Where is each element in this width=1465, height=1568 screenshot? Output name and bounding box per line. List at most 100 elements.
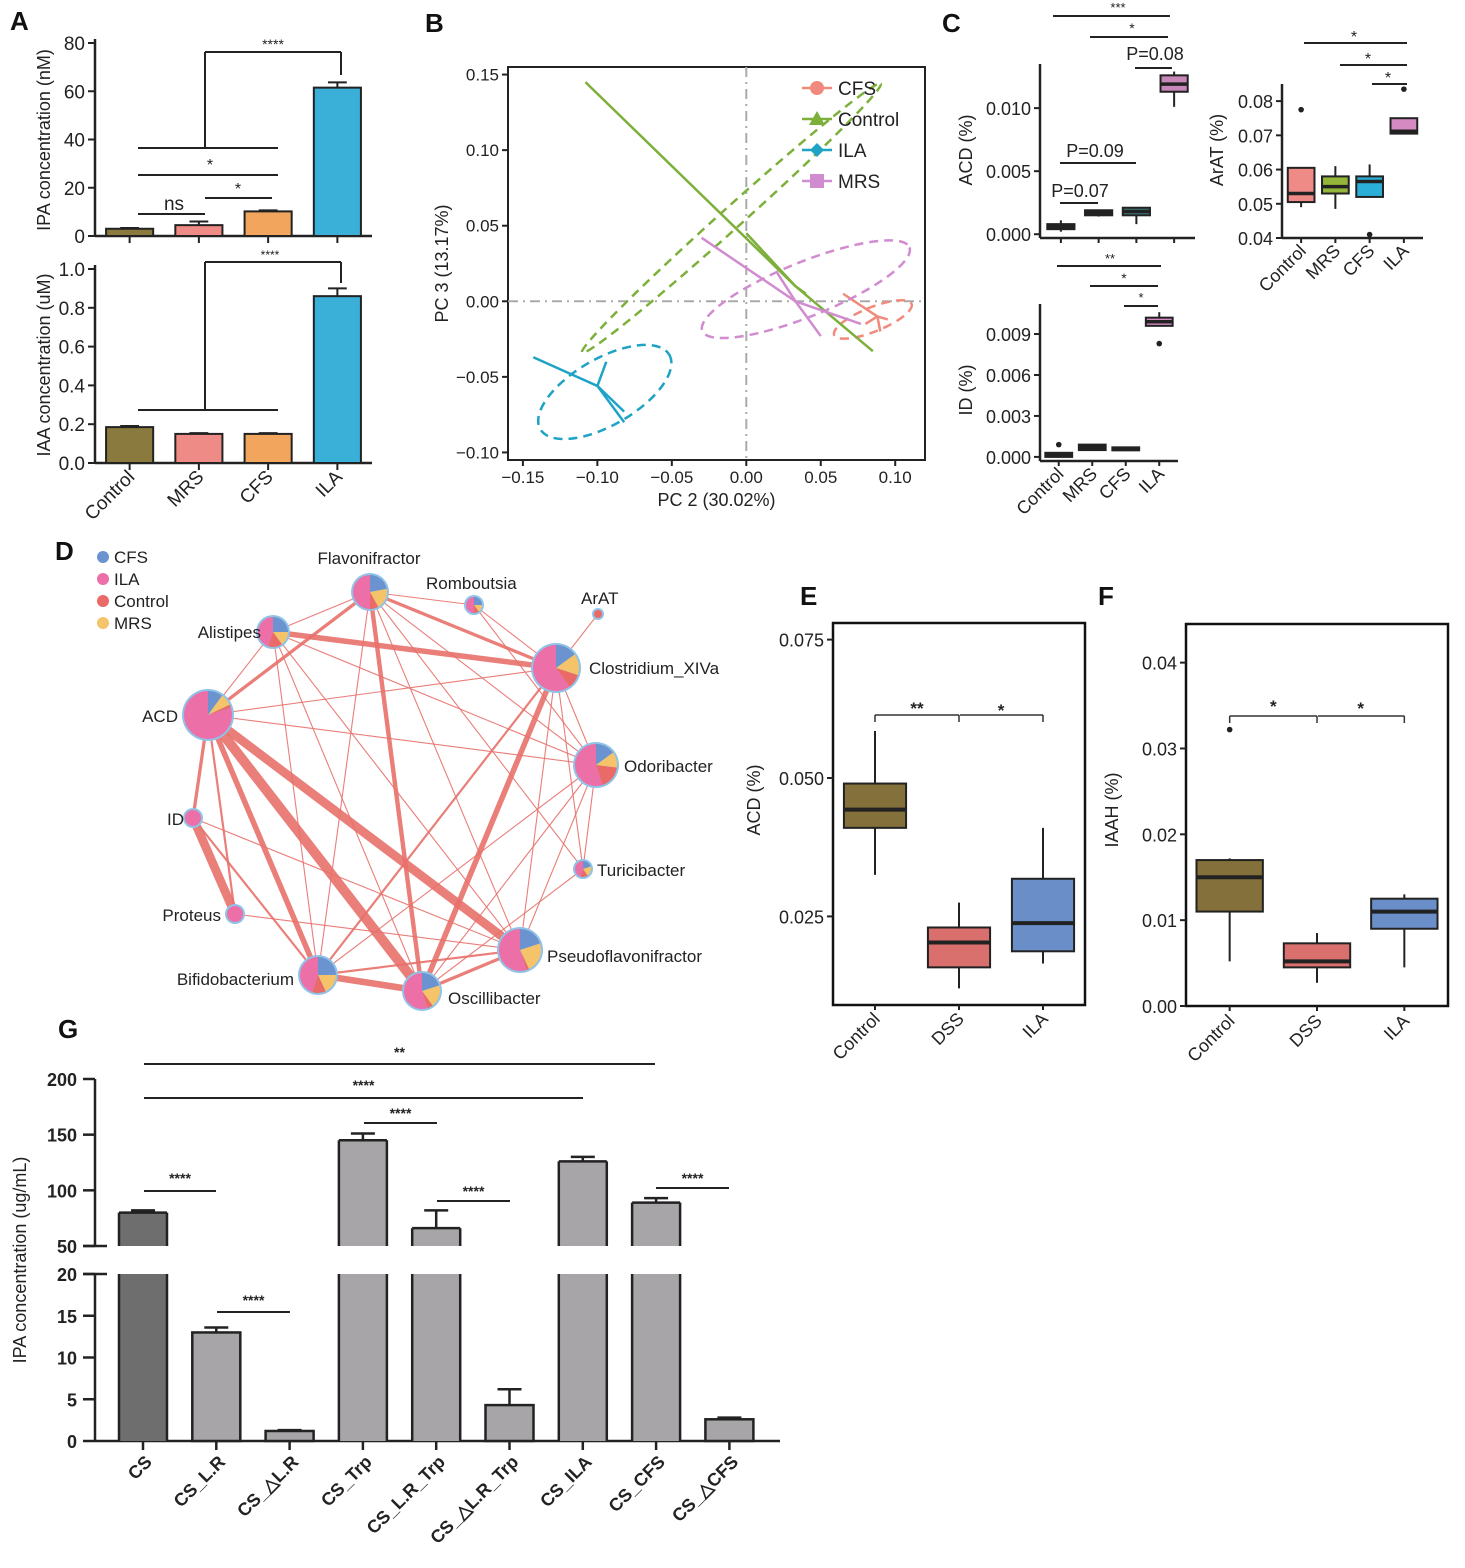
x-tick-label: −0.15 <box>501 468 544 487</box>
network-edge <box>207 590 371 717</box>
spider-line-control <box>794 285 874 353</box>
y-tick-label: 0.025 <box>779 907 824 927</box>
pie-slice <box>318 975 336 992</box>
legend-marker-square <box>810 174 824 188</box>
y-tick-label: 0.6 <box>59 338 85 359</box>
pie-slice <box>273 617 288 632</box>
network-edge <box>317 764 597 976</box>
x-tick-label: MRS <box>1302 241 1344 283</box>
pie-slice <box>520 929 540 950</box>
node-label: Proteus <box>162 906 221 925</box>
x-tick-label: CS_Trp <box>317 1452 376 1511</box>
y-tick-label: 0.04 <box>1142 654 1177 674</box>
y-tick-label: 80 <box>64 34 85 55</box>
network-edge <box>519 764 597 951</box>
box-dss <box>1282 942 1352 969</box>
node-label: Flavonifractor <box>318 549 421 568</box>
y-tick-label: 0.003 <box>986 407 1031 427</box>
network-edge <box>204 711 426 995</box>
pie-slice <box>227 906 243 922</box>
y-tick-label: 0.15 <box>466 66 499 85</box>
pie-slice <box>299 957 318 993</box>
pie-slice <box>594 610 602 618</box>
x-tick-label: CS_ILA <box>536 1452 595 1511</box>
sig-label: **** <box>463 1183 485 1199</box>
bar-CS_L.R <box>191 1331 242 1443</box>
node-label: ID <box>167 810 184 829</box>
x-tick-label: Control <box>81 467 139 525</box>
pie-slice <box>422 973 440 991</box>
legend-label-mrs: MRS <box>838 172 880 193</box>
y-tick-label: 20 <box>57 1265 77 1285</box>
network-edge <box>317 667 557 976</box>
spider-line-mrs <box>700 236 797 303</box>
y-tick-label: 0.02 <box>1142 825 1177 845</box>
spider-line-control <box>794 285 807 295</box>
spider-line-mrs <box>795 300 862 326</box>
legend-dot-ila <box>97 573 109 585</box>
x-tick-label: CS_△CFS <box>668 1452 742 1526</box>
network-edge <box>369 591 521 951</box>
y-tick-label: 100 <box>47 1181 77 1201</box>
y-tick-label: 0.2 <box>59 415 85 436</box>
bar-CS_△L.R <box>264 1429 315 1443</box>
legend-label-ila: ILA <box>114 570 140 589</box>
node-label: Turicibacter <box>597 861 686 880</box>
pie-slice <box>596 752 618 768</box>
node-label: Clostridium_XIVa <box>589 659 720 678</box>
y-tick-label: 15 <box>57 1307 77 1327</box>
network-edge <box>473 604 597 766</box>
network-edge <box>234 913 521 951</box>
network-edge <box>555 667 584 870</box>
y-tick-label: 0.006 <box>986 366 1031 386</box>
legend-label-cfs: CFS <box>114 548 148 567</box>
sig-label: **** <box>169 1170 191 1186</box>
pie-slice <box>556 645 575 668</box>
x-tick-label: DSS <box>928 1009 968 1049</box>
outlier-point <box>1401 86 1407 92</box>
y-axis-label: ACD (%) <box>956 115 976 186</box>
bar-cfs <box>243 210 293 238</box>
y-tick-label: 0.00 <box>1142 997 1177 1017</box>
spider-line-ila <box>596 385 626 423</box>
pie-slice <box>583 861 591 869</box>
x-tick-label: CFS <box>1339 241 1379 281</box>
network-node-bifidobacterium <box>298 955 338 995</box>
y-axis-label: ArAT (%) <box>1207 114 1227 186</box>
pie-slice <box>580 869 588 877</box>
spider-line-cfs <box>842 292 879 318</box>
network-node-odoribacter <box>573 742 619 788</box>
pie-slice <box>466 597 474 613</box>
x-tick-label: ILA <box>312 466 347 501</box>
pie-slice <box>268 632 282 648</box>
y-tick-label: 0.03 <box>1142 739 1177 759</box>
box-ila <box>1370 897 1439 930</box>
sig-label: ** <box>1105 251 1115 266</box>
panel-label-b: B <box>425 8 444 38</box>
node-label: ACD <box>142 707 178 726</box>
y-axis-label: ID (%) <box>956 365 976 416</box>
network-edge <box>272 631 597 766</box>
network-edge <box>369 591 584 870</box>
bar-upper-CS_CFS <box>632 1202 681 1246</box>
y-tick-label: 5 <box>67 1390 77 1410</box>
network-node-id <box>183 808 203 828</box>
box-control <box>1195 859 1264 913</box>
sig-label: * <box>998 701 1005 720</box>
network-edge <box>205 713 321 977</box>
ellipse-control <box>580 82 883 355</box>
legend-dot-mrs <box>97 617 109 629</box>
y-tick-label: 0.050 <box>779 769 824 789</box>
node-label: Alistipes <box>198 623 261 642</box>
x-tick-label: CFS <box>1095 464 1135 504</box>
network-node-romboutsia <box>464 595 484 615</box>
spider-line-ila <box>532 356 598 388</box>
y-tick-label: 0.06 <box>1238 161 1273 181</box>
y-tick-label: 1.0 <box>59 260 85 281</box>
legend-label-ila: ILA <box>838 141 867 162</box>
sig-label: * <box>1270 697 1277 716</box>
node-label: Bifidobacterium <box>177 970 294 989</box>
x-tick-label: 0.10 <box>879 468 912 487</box>
y-tick-label: 0.00 <box>466 292 499 311</box>
